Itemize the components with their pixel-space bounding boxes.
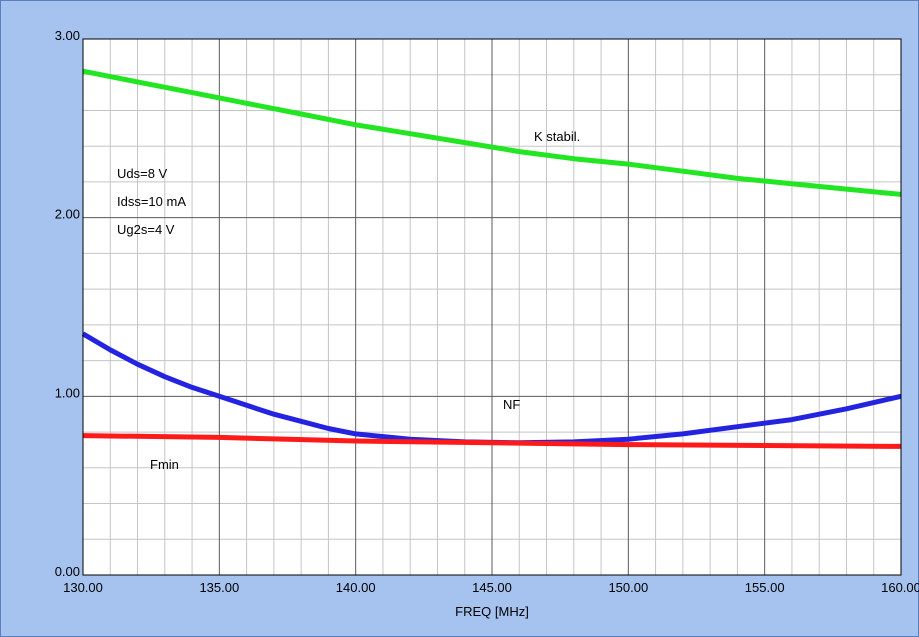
series-line-nf [81,331,902,446]
y-tick-label: 2.00 [55,207,80,222]
series-line-k-stabil [82,68,902,197]
annotation-ug2s: Ug2s=4 V [117,222,175,237]
x-tick-label: 140.00 [336,580,376,595]
series-labels: K stabil. NF Fmin [150,129,580,472]
tick-labels: 130.00 135.00 140.00 145.00 150.00 155.00 160.… [55,28,919,595]
x-tick-label: 130.00 [63,580,103,595]
x-tick-label: 135.00 [199,580,239,595]
series-group [81,68,902,449]
bias-annotations: Uds=8 V Idss=10 mA Ug2s=4 V [117,166,186,237]
series-label-fmin: Fmin [150,457,179,472]
series-label-k-stabil: K stabil. [534,129,580,144]
annotation-idss: Idss=10 mA [117,194,186,209]
x-tick-label: 145.00 [472,580,512,595]
series-label-nf: NF [503,397,520,412]
x-tick-label: 155.00 [745,580,785,595]
x-axis-label: FREQ [MHz] [455,604,529,619]
x-tick-label: 150.00 [608,580,648,595]
series-line-fmin [82,433,902,449]
x-tick-label: 160.00 [881,580,919,595]
annotation-uds: Uds=8 V [117,166,168,181]
y-tick-label: 0.00 [55,564,80,579]
y-tick-label: 3.00 [55,28,80,43]
plot-border [82,38,902,576]
y-tick-label: 1.00 [55,385,80,400]
